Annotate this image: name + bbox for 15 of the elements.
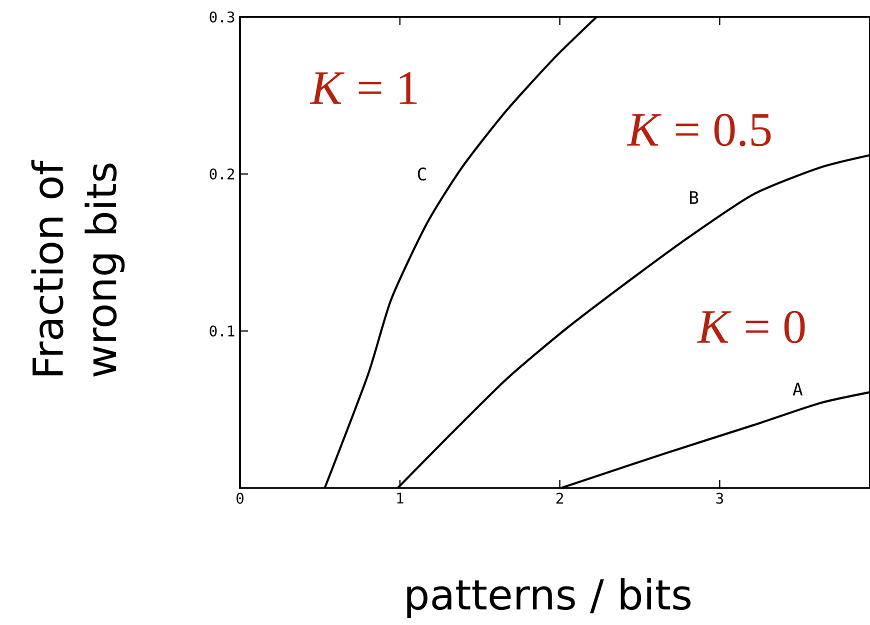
series-label: A (792, 382, 803, 396)
annotation: K = 0.5 (626, 114, 771, 146)
series-label: C (418, 167, 426, 181)
x-tick-label: 2 (556, 492, 563, 504)
x-tick-label: 1 (397, 492, 404, 504)
annotation: K = 0 (696, 310, 805, 344)
y-axis-title: Fraction of wrong bits (31, 160, 125, 377)
x-tick-label: 0 (236, 492, 244, 504)
x-tick-label: 3 (716, 492, 724, 504)
y-tick-label: 0.3 (210, 11, 234, 23)
y-tick-label: 0.1 (210, 325, 234, 337)
y-tick-label: 0.2 (210, 168, 234, 180)
x-axis-title: patterns / bits (407, 578, 691, 618)
series-label: B (690, 191, 698, 204)
annotation: K = 1 (310, 72, 417, 104)
